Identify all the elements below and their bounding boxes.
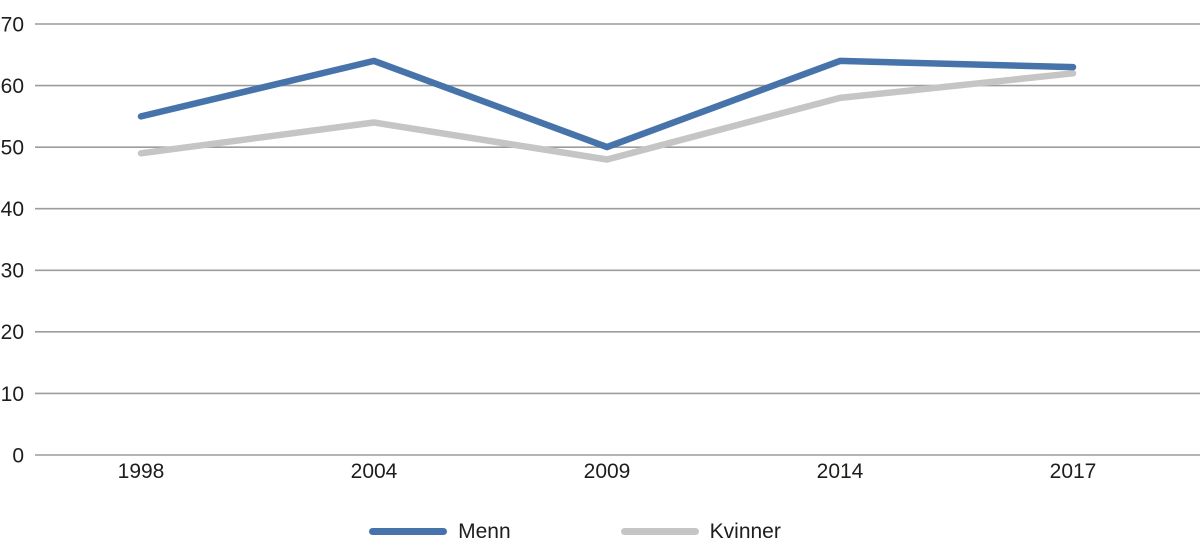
legend-item-menn: Menn: [369, 521, 511, 542]
x-axis-tick-label: 2017: [1050, 460, 1097, 483]
y-axis-tick-label: 60: [1, 75, 24, 98]
series-line-menn: [137, 57, 1077, 151]
legend-label-menn: Menn: [458, 519, 511, 543]
y-axis-tick-label: 0: [12, 444, 24, 467]
chart-legend: Menn Kvinner: [0, 514, 1175, 548]
y-axis-tick-label: 70: [1, 13, 24, 36]
line-chart: 0 10 20 30 40 50 60 70 1998 2004 2009 2014 2017: [1, 13, 1200, 483]
kvinner-line-swatch: [620, 527, 699, 535]
legend-item-kvinner: Kvinner: [620, 519, 781, 543]
series-line-kvinner: [137, 70, 1077, 163]
y-axis-tick-label: 30: [1, 260, 24, 283]
y-axis-tick-label: 10: [1, 383, 24, 406]
x-axis-tick-label: 1998: [118, 460, 165, 483]
x-axis-tick-label: 2014: [817, 460, 864, 483]
legend-label-kvinner: Kvinner: [709, 519, 781, 543]
y-axis-tick-label: 40: [1, 198, 24, 221]
x-axis-tick-label: 2009: [584, 460, 631, 483]
y-axis-tick-label: 20: [1, 321, 24, 344]
x-axis-tick-label: 2004: [351, 460, 398, 483]
menn-line-swatch: [369, 527, 448, 535]
y-axis-tick-label: 50: [1, 136, 24, 159]
